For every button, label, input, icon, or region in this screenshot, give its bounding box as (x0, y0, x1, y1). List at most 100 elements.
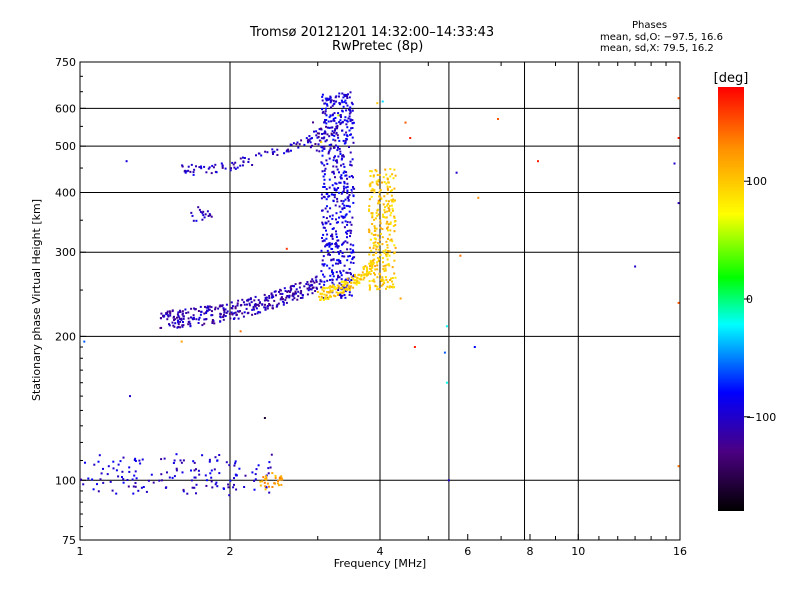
data-point (341, 207, 344, 210)
data-point (163, 314, 166, 317)
data-point (329, 253, 331, 256)
data-point (335, 122, 338, 125)
data-point (337, 114, 340, 117)
data-point (325, 188, 328, 191)
data-point (333, 196, 336, 199)
data-point (268, 485, 270, 488)
data-point (282, 303, 285, 306)
data-point (323, 173, 326, 176)
data-point (368, 288, 371, 291)
data-point (309, 146, 312, 149)
data-point (328, 178, 331, 181)
data-point (326, 291, 329, 293)
data-point (336, 161, 339, 164)
data-point (201, 218, 204, 221)
phase-stats-x: mean, sd,X: 79.5, 16.2 (600, 43, 714, 54)
data-point (269, 466, 272, 469)
data-point (306, 281, 309, 283)
data-point (180, 318, 183, 321)
data-point (221, 166, 224, 169)
data-point (341, 242, 344, 245)
data-point (331, 270, 333, 273)
data-point (190, 469, 192, 472)
data-point (384, 206, 386, 209)
data-point (172, 462, 175, 464)
data-point (323, 182, 326, 185)
data-point (324, 245, 327, 248)
data-point (348, 287, 351, 290)
data-point (339, 262, 342, 264)
data-point (332, 286, 335, 289)
data-point (368, 231, 371, 234)
data-point (176, 313, 179, 316)
data-point (326, 264, 329, 267)
data-point (251, 313, 254, 316)
data-point (321, 149, 324, 152)
data-point (367, 228, 370, 231)
data-point (264, 296, 267, 299)
data-point (330, 143, 333, 146)
data-point (386, 263, 389, 266)
data-point (319, 279, 322, 282)
data-point (372, 278, 375, 281)
data-point (349, 118, 352, 121)
data-point (349, 221, 352, 224)
data-point (352, 176, 354, 179)
data-point (193, 461, 196, 464)
data-point (384, 216, 387, 219)
data-point (135, 477, 138, 480)
data-point (341, 129, 344, 132)
data-point (382, 215, 385, 218)
data-point (231, 312, 234, 315)
data-point (455, 171, 458, 174)
data-point (251, 164, 254, 166)
data-point (389, 175, 392, 178)
data-point (169, 312, 172, 315)
data-point (251, 471, 254, 474)
data-point (231, 161, 234, 164)
data-point (378, 191, 381, 194)
data-point (343, 133, 346, 136)
data-point (330, 126, 333, 129)
data-point (131, 478, 134, 481)
data-point (211, 486, 214, 489)
data-point (374, 241, 377, 244)
data-point (334, 117, 337, 119)
data-point (373, 273, 376, 276)
data-point (237, 299, 240, 302)
data-point (337, 155, 340, 158)
data-point (327, 220, 330, 223)
data-point (372, 174, 375, 177)
data-point (300, 290, 303, 292)
data-point (83, 340, 86, 343)
data-point (266, 305, 269, 308)
data-point (284, 290, 287, 292)
chart-title: Tromsø 20121201 14:32:00–14:33:43 (250, 25, 495, 40)
data-point (379, 232, 382, 235)
data-point (324, 140, 327, 143)
data-point (281, 298, 284, 300)
data-point (381, 278, 384, 281)
data-point (246, 312, 249, 315)
data-point (325, 119, 328, 121)
data-point (376, 257, 379, 260)
data-point (374, 265, 377, 268)
data-point (296, 298, 299, 301)
data-point (336, 259, 339, 262)
data-point (320, 141, 323, 144)
data-point (377, 179, 380, 181)
data-point (376, 209, 379, 212)
data-point (346, 135, 349, 138)
data-point (355, 283, 358, 286)
data-point (350, 251, 353, 254)
data-point (348, 293, 351, 296)
data-point (365, 273, 368, 276)
data-point (326, 287, 329, 290)
data-point (331, 228, 334, 230)
data-point (323, 178, 326, 181)
data-point (187, 311, 190, 314)
data-point (369, 261, 372, 264)
data-point (214, 163, 217, 166)
x-tick-label: 8 (527, 545, 534, 558)
data-point (339, 123, 342, 126)
